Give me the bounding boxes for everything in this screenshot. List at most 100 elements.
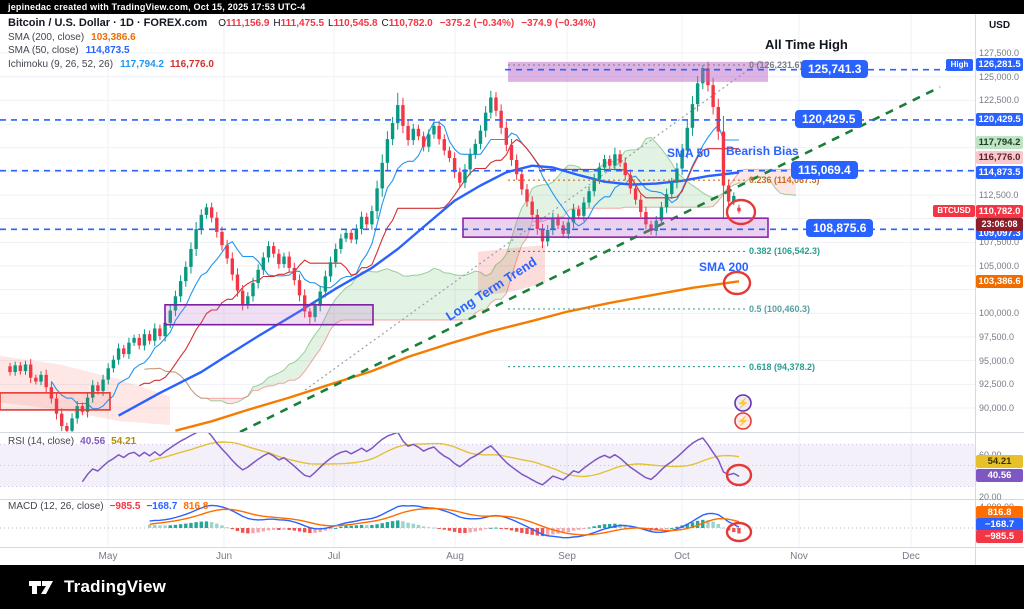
rsi-axis-tick: 20.00	[979, 492, 1002, 502]
svg-text:⚡: ⚡	[737, 397, 749, 410]
time-axis-label[interactable]: Sep	[558, 551, 576, 562]
price-axis-tick: 122,500.0	[979, 95, 1020, 106]
price-level-lines[interactable]	[0, 68, 975, 231]
fib-level-label: 0.618 (94,378.2)	[749, 361, 816, 372]
sma50-legend-label[interactable]: SMA (50, close)	[8, 45, 79, 56]
sma50-note[interactable]: SMA 50	[667, 146, 710, 160]
macd-value: −985.5	[109, 501, 141, 512]
time-axis-label[interactable]: Jun	[215, 551, 233, 562]
price-axis-tick: 97,500.0	[979, 332, 1015, 342]
highlight-circles[interactable]: ⚡⚡	[722, 198, 757, 543]
rsi-pane	[0, 433, 975, 487]
macd-axis-label[interactable]: −168.7	[976, 517, 1023, 531]
symbol-price-tag: BTCUSD	[933, 205, 975, 218]
price-level-callout[interactable]: 120,429.5	[795, 109, 863, 128]
rsi-axis-label[interactable]: 54.21	[976, 454, 1023, 468]
grid-lines	[0, 14, 975, 547]
rsi-axis-label[interactable]: 40.56	[976, 468, 1023, 482]
bearish-bias-note[interactable]: Bearish Bias	[726, 144, 799, 158]
price-axis-tick: 92,500.0	[979, 379, 1015, 390]
rsi-legend-label[interactable]: RSI (14, close)	[8, 436, 75, 447]
chart-canvas[interactable]: ⚡ ⚡ USD Bitcoin / U.S. Dollar · 1D · FORE…	[0, 0, 1024, 565]
sma200-legend-value: 103,386.6	[91, 31, 136, 43]
axis-currency-label[interactable]: USD	[988, 20, 1011, 31]
footer-bar: TradingView	[0, 565, 1024, 609]
price-axis-label[interactable]: 126,281.5	[976, 58, 1023, 72]
fib-level-label: 0.236 (114,067.5)	[749, 175, 820, 186]
price-axis-tick: 127,500.0	[979, 48, 1020, 58]
ohlc-key: L	[328, 18, 334, 29]
brand-name[interactable]: TradingView	[64, 577, 167, 596]
pane-separator-rsi[interactable]	[0, 432, 1024, 433]
time-axis-label[interactable]: Nov	[790, 551, 808, 562]
price-axis-label[interactable]: 103,386.6	[976, 274, 1023, 288]
time-axis-label[interactable]: Aug	[446, 551, 464, 562]
ichimoku-legend-values: 117,794.2 116,776.0	[120, 58, 214, 72]
sma200-note[interactable]: SMA 200	[699, 260, 749, 274]
ichimoku-legend-label[interactable]: Ichimoku (9, 26, 52, 26)	[8, 58, 114, 70]
macd-value: −168.7	[146, 501, 178, 512]
price-axis-separator	[975, 14, 976, 565]
price-axis-label[interactable]: 120,429.5	[976, 113, 1023, 127]
macd-axis-label[interactable]: 816.8	[976, 505, 1023, 519]
overlay-lines	[50, 121, 740, 432]
price-axis-tick: 95,000.0	[979, 355, 1015, 366]
tradingview-logo-icon[interactable]	[28, 579, 54, 596]
attribution-text: jepinedac created with TradingView.com, …	[8, 2, 306, 12]
rsi-value: 40.56	[80, 436, 106, 447]
ichimoku-value: 117,794.2	[120, 58, 164, 70]
bar-countdown: 23:06:08	[976, 218, 1023, 231]
rsi-legend-values: 40.56 54.21	[80, 436, 136, 448]
pane-separator-macd[interactable]	[0, 499, 1024, 500]
all-time-high-note[interactable]: All Time High	[765, 37, 848, 52]
sma50-legend-value: 114,873.5	[85, 45, 130, 56]
price-axis-tick: 105,000.0	[979, 261, 1020, 271]
price-axis-tick: 125,000.0	[979, 71, 1020, 82]
ohlc-key: H	[273, 18, 281, 29]
candles-layer	[8, 61, 741, 433]
macd-axis-label[interactable]: −985.5	[976, 529, 1023, 543]
price-axis-tick: 100,000.0	[979, 308, 1020, 319]
macd-value: 816.8	[183, 501, 209, 512]
price-axis-tick: 90,000.0	[979, 403, 1015, 413]
fib-level-label: 0.382 (106,542.3)	[749, 246, 821, 257]
ohlc-value: 110,545.8	[333, 18, 378, 29]
symbol-title[interactable]: Bitcoin / U.S. Dollar · 1D · FOREX.com	[8, 17, 208, 29]
price-axis-tick: 107,500.0	[979, 237, 1020, 248]
price-axis-label[interactable]: 110,782.0	[976, 204, 1023, 218]
price-axis-label[interactable]: 116,776.0	[976, 151, 1023, 165]
zone-box-drawings[interactable]	[0, 61, 769, 411]
price-axis-tick: 112,500.0	[979, 190, 1019, 200]
fib-level-label: 0.5 (100,460.3)	[749, 303, 811, 314]
price-axis-label[interactable]: 114,873.5	[976, 166, 1023, 180]
macd-legend-values: −985.5 −168.7 816.8	[110, 501, 209, 513]
price-axis-label[interactable]: 117,794.2	[976, 136, 1023, 150]
time-axis-label[interactable]: Oct	[674, 551, 690, 562]
fib-level-label: 0 (126,231.6)	[749, 60, 803, 70]
time-axis-label[interactable]: Dec	[902, 551, 920, 562]
macd-legend[interactable]: MACD (12, 26, close) −985.5 −168.7 816.8	[8, 501, 208, 513]
change-value: −375.2 (−0.34%)	[439, 18, 515, 29]
macd-legend-label[interactable]: MACD (12, 26, close)	[8, 501, 104, 512]
price-level-callout[interactable]: 125,741.3	[801, 59, 869, 78]
time-axis-separator	[0, 547, 1024, 548]
trendline-drawings[interactable]	[239, 59, 941, 433]
price-level-callout[interactable]: 115,069.4	[791, 160, 858, 179]
rsi-legend[interactable]: RSI (14, close) 40.56 54.21	[8, 436, 136, 448]
svg-text:⚡: ⚡	[737, 415, 749, 428]
rsi-value: 54.21	[111, 436, 137, 447]
ohlc-value: 111,156.9	[226, 18, 270, 29]
time-axis-label[interactable]: Jul	[327, 551, 341, 562]
ohlc-value: 111,475.5	[280, 18, 325, 29]
macd-pane	[0, 504, 975, 539]
ohlc-key: O	[218, 18, 227, 29]
time-axis-label[interactable]: May	[98, 551, 118, 562]
symbol-legend[interactable]: Bitcoin / U.S. Dollar · 1D · FOREX.com O…	[8, 17, 596, 71]
sma200-legend-label[interactable]: SMA (200, close)	[8, 31, 85, 43]
ichimoku-cloud	[0, 136, 796, 426]
price-level-callout[interactable]: 108,875.6	[806, 219, 874, 238]
ohlc-values: O 111,156.9 H 111,475.5 L 110,545.8 C 110,782.0	[214, 17, 432, 31]
high-marker-tag: High	[946, 58, 973, 71]
